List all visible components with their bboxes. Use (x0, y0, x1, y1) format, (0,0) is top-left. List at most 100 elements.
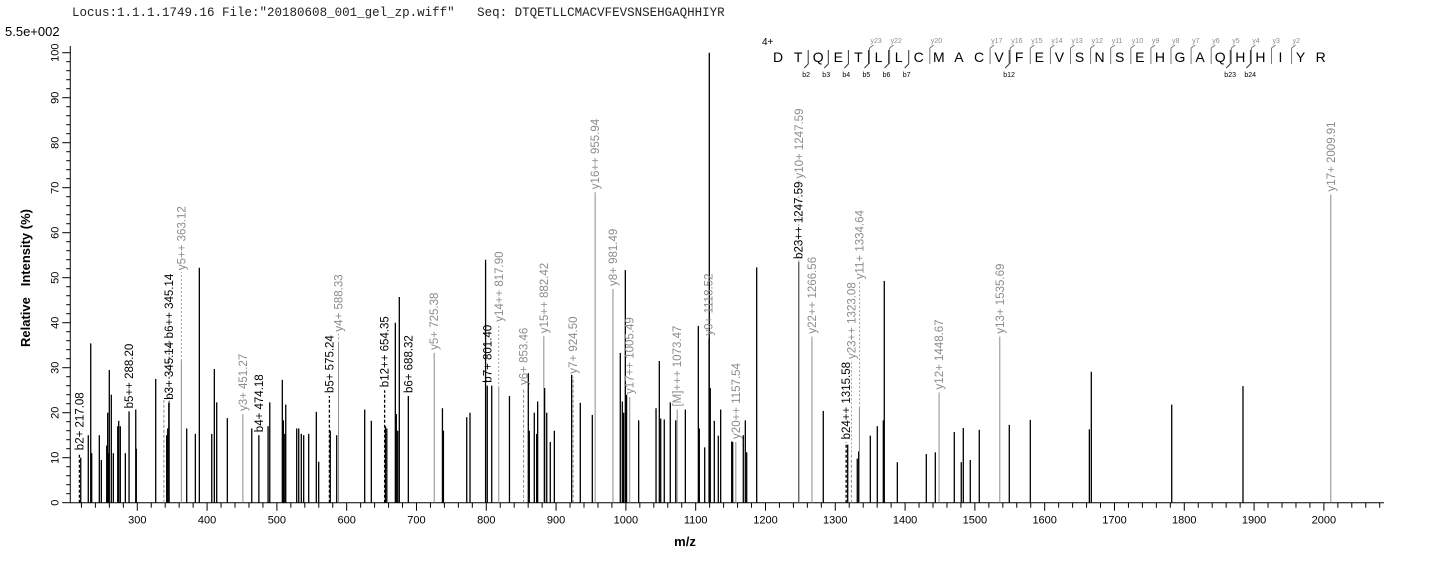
y-ion-marker (929, 44, 935, 49)
y-ion-marker (1190, 44, 1196, 49)
file-text: File:"20180608_001_gel_zp.wiff" (222, 6, 455, 20)
y-tick-label: 80 (49, 137, 61, 149)
y-ion-marker (1050, 44, 1055, 49)
peak-label: y9+ 1118.52 (704, 274, 716, 336)
x-tick-label: 1500 (963, 515, 987, 527)
sequence-residue: T (854, 49, 863, 65)
y-tick-label: 10 (49, 452, 61, 464)
b-ion-index: b6 (883, 72, 891, 79)
b-ion-index: b7 (903, 72, 911, 79)
sequence-residue: C (914, 49, 924, 65)
sequence-residue: S (1115, 49, 1124, 65)
x-tick-label: 2000 (1312, 515, 1336, 527)
peak-labels: b2+ 217.08 b5++ 288.20 b3+ 345.14 b6++ 345.… (74, 109, 1337, 451)
sequence-residue: H (1255, 49, 1265, 65)
peak-label: y8+ 981.49 (608, 229, 620, 286)
peak-label: y17++ 1005.49 (625, 317, 637, 394)
b-ion-index: b2 (802, 72, 810, 79)
b-ion-index: b4 (842, 72, 850, 79)
y-tick-label: 70 (49, 182, 61, 194)
sequence-residue: H (1155, 49, 1165, 65)
peaks (78, 52, 1332, 503)
sequence-residue: A (1195, 49, 1205, 65)
x-tick-label: 1000 (614, 515, 638, 527)
peak-label: y17+ 2009.91 (1326, 121, 1338, 191)
x-tick-label: 1600 (1032, 515, 1056, 527)
y-tick-label: 20 (49, 407, 61, 419)
y-ion-marker (1070, 44, 1075, 49)
peak-label: y13+ 1535.69 (995, 264, 1007, 334)
y-ion-marker (1231, 44, 1236, 49)
x-tick-label: 1700 (1102, 515, 1126, 527)
peak-label: b4+ 474.18 (254, 374, 266, 432)
sequence-residue: C (974, 49, 984, 65)
peak-label: b12++ 654.35 (380, 316, 392, 387)
y-tick-label: 50 (49, 272, 61, 284)
peak-label: b6+ 688.32 (403, 335, 415, 393)
peak-label: y20++ 1157.54 (731, 362, 743, 438)
y-ion-index: y13 (1072, 38, 1083, 45)
y-ion-index: y6 (1212, 38, 1220, 45)
peak-label: b6++ 345.14 (164, 273, 176, 338)
sequence-residue: T (794, 49, 803, 65)
peak-label: y14++ 817.90 (494, 251, 506, 321)
b-ion-marker (1004, 63, 1010, 69)
sequence-residue: R (1316, 49, 1326, 65)
y-ion-index: y3 (1273, 38, 1281, 45)
y-ion-marker (989, 44, 995, 49)
peak-label: y12+ 1448.67 (934, 319, 946, 389)
y-tick-label: 90 (49, 92, 61, 104)
peak-label: b23++ 1247.59 (794, 182, 806, 259)
sequence-residue: I (1279, 49, 1283, 65)
peak-label: b7+ 801.40 (482, 325, 494, 383)
peak-label: y10+ 1247.59 (794, 109, 806, 179)
sequence-residue: V (1055, 49, 1065, 65)
b-ion-index: b5 (863, 72, 871, 79)
y-ion-marker (1150, 44, 1156, 49)
peak-label: b2+ 217.08 (74, 392, 86, 450)
x-tick-label: 1800 (1172, 515, 1196, 527)
y-ion-index: y22 (891, 38, 902, 45)
b-ion-marker (844, 63, 849, 69)
y-ion-index: y17 (991, 38, 1002, 45)
y-ion-index: y12 (1092, 38, 1103, 45)
peak-label: y5+ 725.38 (429, 293, 441, 350)
y-ion-marker (1291, 44, 1296, 49)
b-ion-index: b3 (822, 72, 830, 79)
sequence-residue: Q (813, 49, 824, 65)
y-ion-marker (1130, 44, 1136, 49)
y-ion-index: y23 (871, 38, 882, 45)
sequence-residue: V (994, 49, 1004, 65)
peak-label: y4+ 588.33 (334, 274, 346, 331)
label-connectors (168, 180, 860, 457)
b-ion-marker (884, 63, 889, 69)
x-tick-label: 400 (198, 515, 216, 527)
y-ion-index: y5 (1232, 38, 1240, 45)
sequence-residue: F (1015, 49, 1024, 65)
x-tick-label: 1400 (893, 515, 917, 527)
peak-label: y15++ 882.42 (539, 263, 551, 333)
sequence-residue: S (1075, 49, 1084, 65)
b-ion-marker (823, 63, 829, 69)
peak-label: b5+ 575.24 (324, 335, 336, 393)
x-tick-label: 1100 (684, 515, 708, 527)
peak-label: b5++ 288.20 (124, 344, 136, 409)
b-ion-index: b12 (1003, 72, 1015, 79)
y-ion-marker (869, 44, 874, 49)
x-tick-label: 600 (338, 515, 356, 527)
y-ion-marker (1090, 44, 1095, 49)
b-ion-marker (904, 63, 910, 69)
y-ion-marker (1110, 44, 1115, 49)
y-ion-index: y15 (1031, 38, 1042, 45)
peak-label: [M]+++ 1073.47 (672, 326, 684, 407)
y-ion-index: y2 (1293, 38, 1301, 45)
sequence-residue: H (1235, 49, 1245, 65)
peak-label: y23++ 1323.08 (846, 282, 858, 359)
x-tick-label: 700 (407, 515, 425, 527)
y-ion-index: y9 (1152, 38, 1160, 45)
y-ion-marker (1271, 44, 1276, 49)
charge-state: 4+ (762, 37, 774, 48)
y-tick-label: 40 (49, 317, 61, 329)
y-tick-label: 100 (49, 44, 61, 62)
